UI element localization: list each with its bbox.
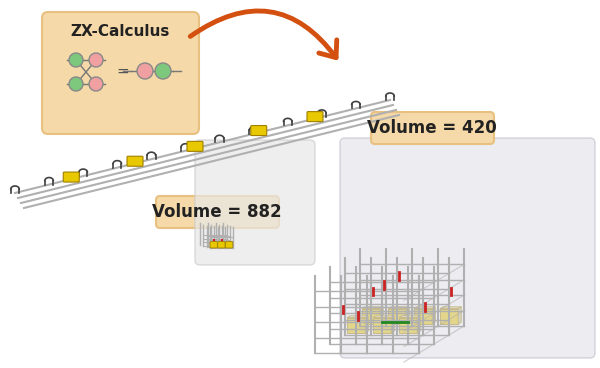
Polygon shape [388,309,406,324]
Circle shape [89,53,103,67]
Polygon shape [391,316,394,333]
Polygon shape [373,318,391,333]
Text: ZX-Calculus: ZX-Calculus [71,25,170,39]
Polygon shape [365,316,368,333]
Circle shape [69,77,83,91]
Polygon shape [458,307,461,324]
Polygon shape [373,316,394,318]
FancyBboxPatch shape [371,112,494,144]
Polygon shape [362,307,383,309]
FancyBboxPatch shape [195,140,315,265]
Polygon shape [388,307,409,309]
Text: Volume = 420: Volume = 420 [367,119,497,137]
FancyBboxPatch shape [187,141,203,151]
Polygon shape [406,307,409,324]
Polygon shape [399,318,417,333]
Circle shape [137,63,153,79]
Polygon shape [432,307,435,324]
Polygon shape [347,316,368,318]
FancyArrowPatch shape [190,11,337,58]
FancyBboxPatch shape [251,125,267,135]
FancyBboxPatch shape [307,112,323,121]
Polygon shape [417,316,420,333]
Polygon shape [414,309,432,324]
Circle shape [69,53,83,67]
Polygon shape [399,316,420,318]
FancyBboxPatch shape [210,242,217,248]
Polygon shape [362,309,380,324]
FancyBboxPatch shape [127,156,143,166]
FancyBboxPatch shape [218,242,225,248]
Text: =: = [116,64,130,78]
Polygon shape [440,307,461,309]
Polygon shape [414,307,435,309]
FancyBboxPatch shape [63,172,79,182]
FancyBboxPatch shape [156,196,279,228]
FancyBboxPatch shape [226,242,233,248]
Circle shape [89,77,103,91]
Polygon shape [380,307,383,324]
FancyBboxPatch shape [42,12,199,134]
Polygon shape [347,318,365,333]
Circle shape [155,63,171,79]
Text: Volume = 882: Volume = 882 [152,203,282,221]
Polygon shape [440,309,458,324]
FancyBboxPatch shape [340,138,595,358]
